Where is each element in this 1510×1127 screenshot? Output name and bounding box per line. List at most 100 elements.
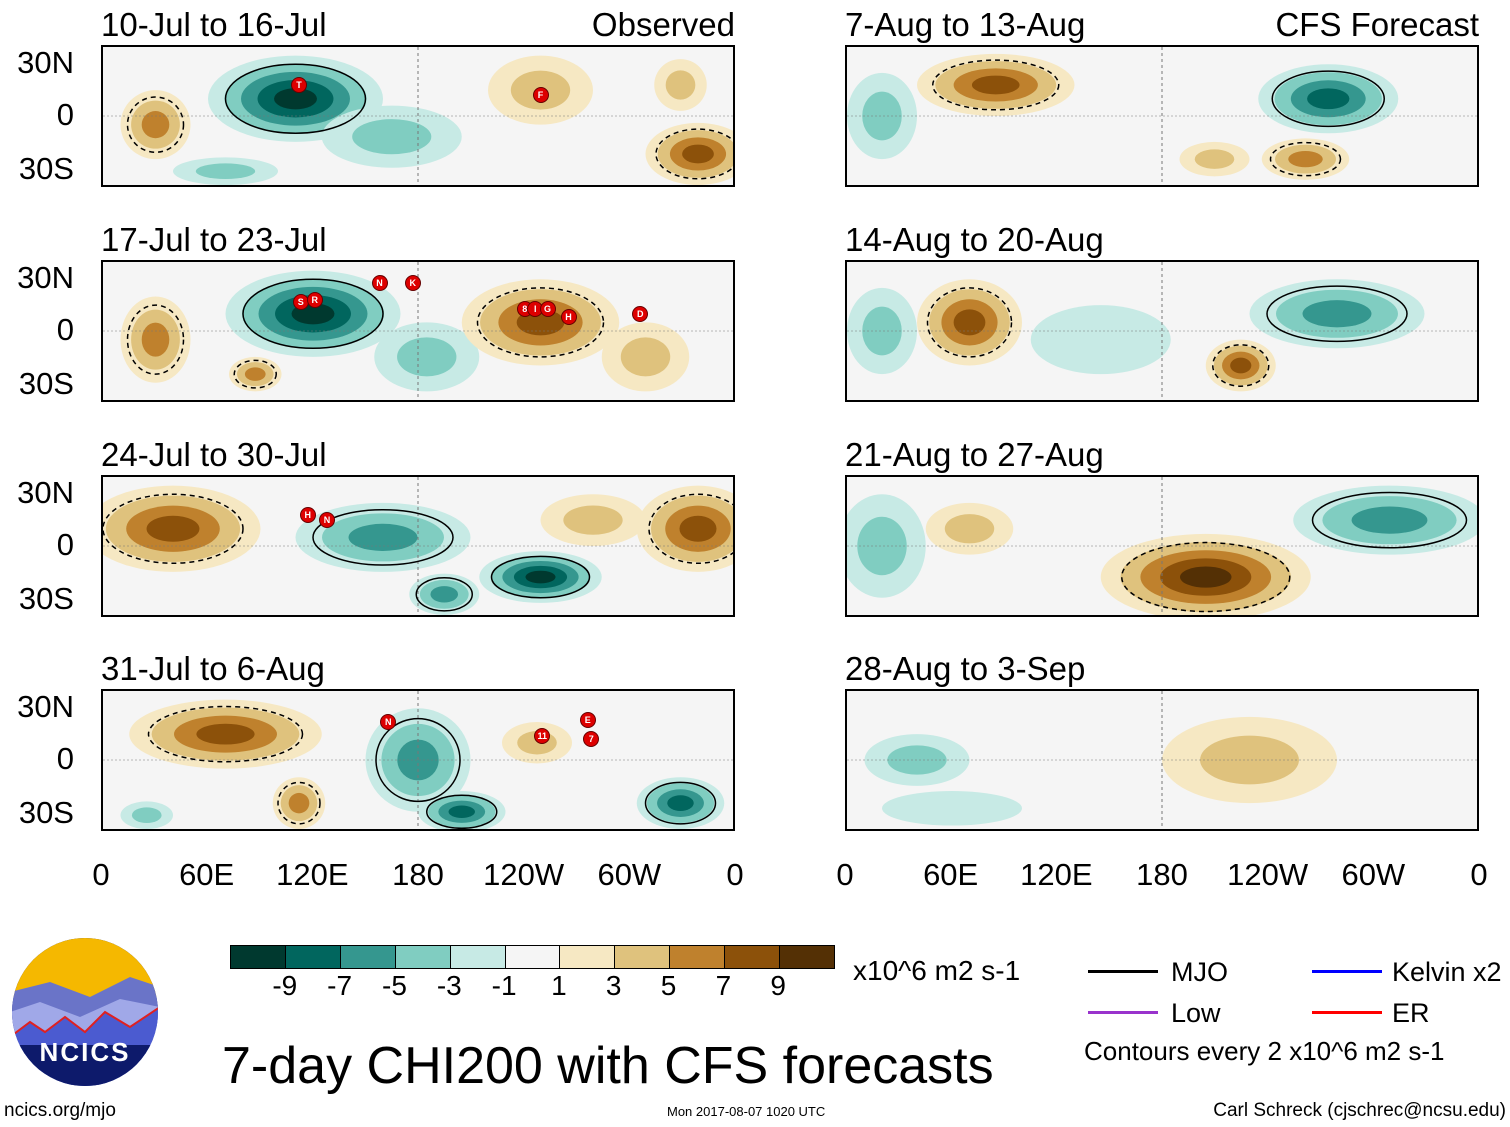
colorbar-swatch [231, 946, 286, 968]
panel-title: 17-Jul to 23-Jul [101, 221, 327, 258]
ncics-logo: NCICS [12, 938, 158, 1086]
mjo-contour [234, 360, 276, 388]
anomaly-shading [1307, 88, 1350, 110]
tropical-cyclone-marker: R [306, 291, 323, 308]
map-panel: N 11 E 7 [101, 689, 735, 831]
low-legend-label: Low [1171, 998, 1221, 1028]
anomaly-shading [857, 516, 907, 576]
anomaly-shading [1351, 506, 1428, 534]
latitude-label: 0 [56, 312, 74, 347]
latitude-label: 0 [56, 527, 74, 562]
anomaly-shading [620, 337, 671, 377]
colorbar-swatch [780, 946, 834, 968]
colorbar-tick-label: 1 [551, 970, 567, 1001]
longitude-label: 0 [726, 857, 744, 892]
anomaly-shading [288, 792, 310, 814]
figure-title: 7-day CHI200 with CFS forecasts [222, 1037, 994, 1095]
anomaly-shading [862, 91, 902, 141]
tropical-cyclone-marker: E [579, 712, 596, 729]
latitude-label: 30S [18, 366, 74, 401]
latitude-label: 30N [17, 475, 74, 510]
latitude-label: 30N [17, 689, 74, 724]
anomaly-shading [525, 570, 556, 584]
latitude-label: 0 [56, 97, 74, 132]
mjo-contour [278, 782, 320, 823]
anomaly-shading [352, 119, 432, 155]
anomaly-shading [516, 309, 565, 336]
tropical-cyclone-marker: G [539, 300, 556, 317]
longitude-label: 120W [1227, 857, 1309, 892]
kelvin-legend-label: Kelvin x2 [1392, 957, 1502, 987]
mjo-legend-line [1088, 970, 1158, 973]
panel-title: 10-Jul to 16-Jul [101, 6, 327, 43]
mjo-contour [646, 782, 716, 823]
longitude-label: 60W [597, 857, 662, 892]
anomaly-shading [953, 309, 986, 336]
mjo-contour [1267, 286, 1407, 341]
colorbar-swatch [285, 946, 341, 968]
mjo-contour [1213, 345, 1269, 386]
panel-source-label: CFS Forecast [1275, 6, 1479, 43]
colorbar-tick-label: -3 [436, 970, 462, 1001]
longitude-label: 60E [923, 857, 979, 892]
panel-title: 24-Jul to 30-Jul [101, 436, 327, 473]
anomaly-shading [971, 75, 1020, 95]
panel-title: 7-Aug to 13-Aug [845, 6, 1086, 43]
footer-timestamp: Mon 2017-08-07 1020 UTC [667, 1104, 826, 1119]
mjo-contour [313, 510, 453, 565]
mjo-contour [1272, 71, 1384, 126]
tropical-cyclone-marker: F [532, 87, 549, 104]
tropical-cyclone-marker: K [404, 274, 421, 291]
colorbar-swatch [340, 946, 396, 968]
er-legend-label: ER [1392, 998, 1430, 1028]
anomaly-shading [348, 523, 418, 551]
latitude-label: 30N [17, 260, 74, 295]
mjo-contour [933, 60, 1059, 110]
colorbar-tick-label: 3 [605, 970, 622, 1001]
panel-source-label: Observed [591, 6, 735, 43]
colorbar-swatch [450, 946, 506, 968]
anomaly-shading [1200, 735, 1299, 785]
colorbar-tick-label: -7 [327, 970, 353, 1001]
footer-url[interactable]: ncics.org/mjo [4, 1100, 116, 1121]
tropical-cyclone-marker: 11 [534, 727, 551, 744]
mjo-contour [128, 305, 184, 374]
colorbar-tick-label: 9 [770, 970, 786, 1001]
mjo-contour [1313, 493, 1467, 548]
mjo-contour [492, 556, 590, 597]
anomaly-shading [195, 163, 256, 180]
map-panel [845, 689, 1479, 831]
anomaly-shading [146, 515, 200, 542]
longitude-label: 0 [1470, 857, 1488, 892]
anomaly-shading [1288, 150, 1323, 168]
anomaly-shading [274, 88, 317, 110]
anomaly-shading [430, 586, 459, 603]
anomaly-shading [1302, 300, 1372, 328]
latitude-label: 30S [18, 151, 74, 186]
kelvin-legend-line [1312, 970, 1382, 973]
anomaly-shading [244, 367, 266, 381]
latitude-label: 30S [18, 581, 74, 616]
anomaly-shading [1179, 566, 1232, 588]
panel-title: 31-Jul to 6-Aug [101, 650, 325, 687]
anomaly-shading [882, 791, 1022, 826]
mjo-contour [1122, 543, 1290, 612]
panel-title: 28-Aug to 3-Sep [845, 650, 1086, 687]
longitude-label: 180 [1136, 857, 1188, 892]
mjo-contour [1271, 143, 1341, 176]
latitude-label: 30N [17, 45, 74, 80]
latitude-label: 30S [18, 795, 74, 830]
anomaly-shading [667, 795, 694, 811]
anomaly-shading [1030, 305, 1171, 375]
colorbar-tick-label: -5 [382, 970, 407, 1001]
colorbar-tick-label: -9 [272, 970, 298, 1001]
mjo-legend-label: MJO [1171, 957, 1228, 987]
mjo-contour [226, 64, 366, 133]
mjo-contour [928, 288, 1012, 357]
mjo-contour [128, 97, 184, 152]
longitude-label: 120E [1020, 857, 1093, 892]
footer-author: Carl Schreck (cjschrec@ncsu.edu) [1213, 1100, 1506, 1121]
mjo-contour [416, 578, 472, 611]
anomaly-shading [682, 144, 714, 164]
